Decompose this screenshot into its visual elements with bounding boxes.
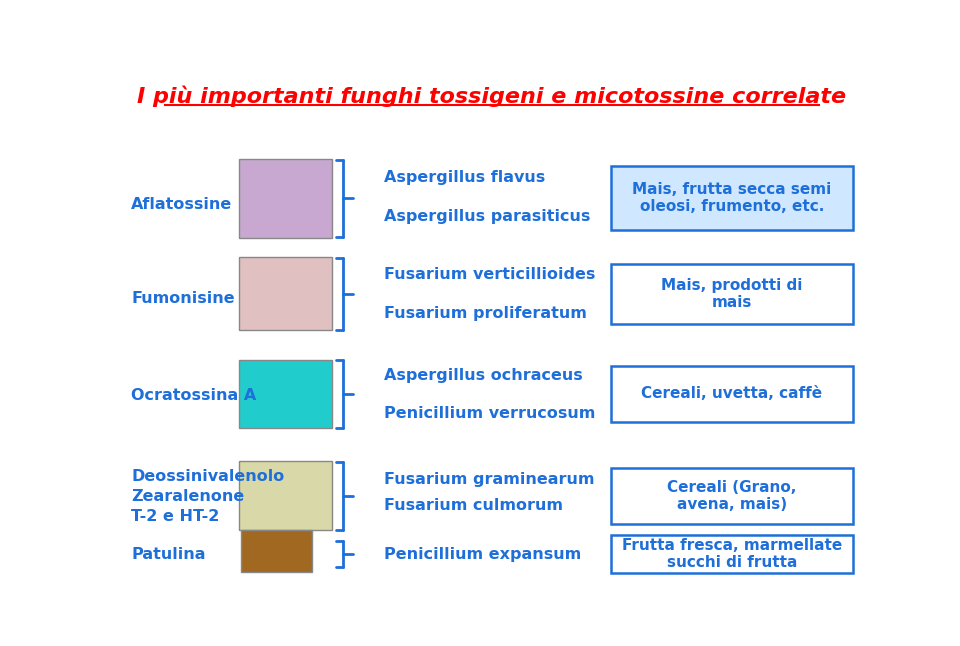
Text: Mais, frutta secca semi
oleosi, frumento, etc.: Mais, frutta secca semi oleosi, frumento… — [633, 182, 831, 214]
Text: Fusarium proliferatum: Fusarium proliferatum — [384, 306, 587, 321]
FancyBboxPatch shape — [611, 536, 852, 573]
FancyBboxPatch shape — [239, 461, 332, 530]
FancyBboxPatch shape — [239, 360, 332, 428]
Text: Fusarium graminearum: Fusarium graminearum — [384, 472, 594, 487]
FancyBboxPatch shape — [241, 530, 312, 572]
FancyBboxPatch shape — [611, 264, 852, 324]
Text: Patulina: Patulina — [132, 547, 205, 561]
Text: T-2 e HT-2: T-2 e HT-2 — [132, 509, 220, 524]
Text: I più importanti funghi tossigeni e micotossine correlate: I più importanti funghi tossigeni e mico… — [137, 86, 847, 107]
Text: Mais, prodotti di
mais: Mais, prodotti di mais — [661, 278, 803, 310]
Text: Penicillium expansum: Penicillium expansum — [384, 547, 582, 561]
Text: Aspergillus ochraceus: Aspergillus ochraceus — [384, 368, 583, 384]
FancyBboxPatch shape — [239, 159, 332, 238]
FancyBboxPatch shape — [611, 366, 852, 422]
Text: Fusarium verticillioides: Fusarium verticillioides — [384, 267, 595, 282]
Text: Zearalenone: Zearalenone — [132, 489, 245, 504]
Text: Fusarium culmorum: Fusarium culmorum — [384, 498, 564, 513]
Text: Aflatossine: Aflatossine — [132, 197, 232, 212]
Text: Penicillium verrucosum: Penicillium verrucosum — [384, 406, 595, 421]
Text: Deossinivalenolo: Deossinivalenolo — [132, 469, 284, 484]
Text: Fumonisine: Fumonisine — [132, 291, 235, 306]
FancyBboxPatch shape — [611, 166, 852, 229]
Text: Ocratossina A: Ocratossina A — [132, 388, 256, 403]
FancyBboxPatch shape — [611, 468, 852, 524]
Text: Aspergillus parasiticus: Aspergillus parasiticus — [384, 209, 590, 224]
Text: Cereali (Grano,
avena, mais): Cereali (Grano, avena, mais) — [667, 479, 797, 512]
Text: Aspergillus flavus: Aspergillus flavus — [384, 169, 545, 185]
FancyBboxPatch shape — [239, 256, 332, 330]
Text: Frutta fresca, marmellate
succhi di frutta: Frutta fresca, marmellate succhi di frut… — [622, 538, 842, 570]
Text: Cereali, uvetta, caffè: Cereali, uvetta, caffè — [641, 386, 823, 401]
